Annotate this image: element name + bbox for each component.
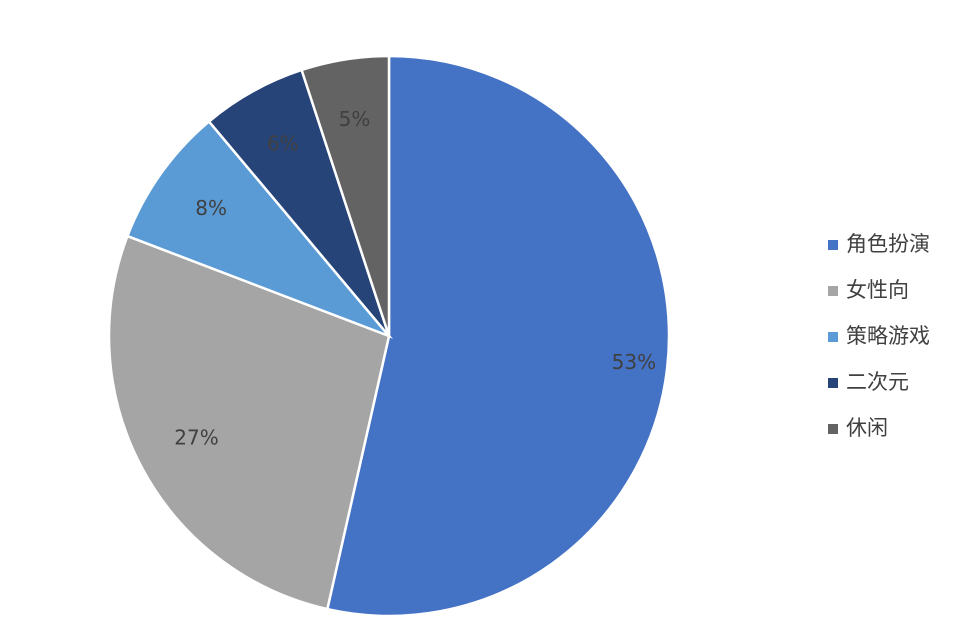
pie-slice bbox=[300, 54, 391, 337]
legend-swatch bbox=[828, 286, 838, 296]
pie-slice bbox=[125, 119, 394, 339]
legend-label: 女性向 bbox=[846, 278, 909, 302]
legend-label: 角色扮演 bbox=[846, 232, 930, 256]
data-label: 6% bbox=[267, 132, 299, 156]
legend-label: 策略游戏 bbox=[846, 324, 930, 348]
legend-label: 休闲 bbox=[846, 416, 888, 440]
data-label: 27% bbox=[174, 426, 218, 450]
legend-swatch bbox=[828, 332, 838, 342]
legend-label: 二次元 bbox=[846, 370, 909, 394]
pie-slice bbox=[107, 234, 391, 611]
data-label: 53% bbox=[612, 350, 656, 374]
pie-slice bbox=[325, 54, 671, 618]
data-label: 5% bbox=[339, 107, 371, 131]
legend-swatch bbox=[828, 240, 838, 250]
legend-swatch bbox=[828, 424, 838, 434]
legend-swatch bbox=[828, 378, 838, 388]
data-label: 8% bbox=[195, 196, 227, 220]
